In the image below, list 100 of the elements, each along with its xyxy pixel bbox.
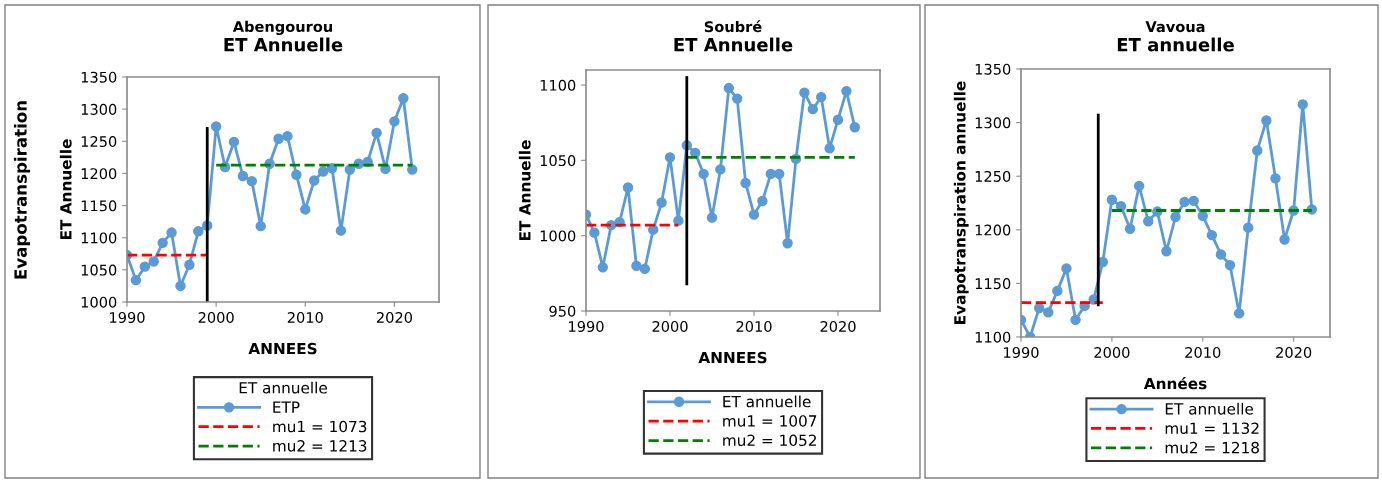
point	[166, 227, 177, 238]
text: Evapotranspiration	[13, 101, 31, 279]
point	[1297, 99, 1308, 110]
point	[656, 197, 667, 208]
x-tick-label: 2000	[652, 320, 688, 333]
point	[273, 133, 284, 144]
point	[1179, 196, 1190, 208]
chart-subtitle: Soubré	[704, 20, 762, 33]
x-axis-title: ANNEES	[248, 342, 317, 355]
point	[1070, 314, 1081, 326]
x-tick-label: 2010	[287, 311, 323, 324]
chart-subtitle: Vavoua	[1145, 21, 1205, 33]
point	[228, 136, 240, 148]
point	[335, 225, 347, 236]
point	[175, 280, 186, 292]
x-tick-label: 2020	[376, 311, 413, 324]
point	[832, 114, 844, 125]
legend-label: mu2 = 1213	[273, 440, 367, 452]
point	[282, 130, 293, 142]
point	[815, 91, 827, 103]
x-tick-label: 2020	[820, 320, 856, 333]
y-tick-label: 1200	[81, 168, 117, 180]
x-tick-label: 2020	[1276, 346, 1312, 359]
point	[757, 195, 768, 207]
point	[1206, 229, 1218, 241]
y-tick-label: 1150	[975, 278, 1011, 290]
legend-label: ETP	[273, 401, 300, 413]
y-tick-label: 1000	[81, 296, 117, 308]
point	[389, 116, 400, 127]
y-tick-label: 950	[549, 305, 576, 317]
point	[1161, 246, 1172, 257]
x-tick-label: 1990	[110, 311, 145, 324]
legend-label: mu2 = 1218	[1165, 441, 1259, 454]
x-tick-label: 2010	[1185, 346, 1221, 359]
point	[807, 103, 819, 115]
chart-title: ET Annuelle	[674, 37, 793, 52]
point	[210, 121, 222, 132]
point	[344, 164, 356, 175]
point	[715, 164, 726, 175]
point	[317, 166, 329, 177]
y-axis-title: ET Annuelle	[518, 140, 531, 241]
y-axis-title: ET Annuelle	[59, 139, 72, 240]
y-tick-label: 1350	[81, 71, 117, 83]
y-tick-label: 1000	[540, 230, 576, 242]
point	[398, 93, 409, 104]
point	[1188, 195, 1199, 207]
x-axis-title: ANNEES	[698, 351, 767, 364]
legend-label: ET annuelle	[1165, 402, 1254, 415]
point	[782, 238, 793, 249]
point	[130, 274, 142, 286]
point	[326, 163, 338, 174]
point	[849, 122, 861, 133]
point	[157, 237, 168, 249]
point	[841, 85, 852, 97]
point	[1233, 308, 1245, 319]
y-tick-label: 1050	[81, 264, 117, 276]
x-tick-label: 1990	[569, 320, 604, 333]
point	[371, 127, 382, 139]
y-tick-label: 1100	[975, 331, 1011, 343]
x-tick-label: 2000	[1094, 346, 1130, 359]
point	[139, 261, 151, 272]
y-tick-label: 1300	[81, 103, 117, 115]
point	[1242, 222, 1254, 233]
legend-label: mu2 = 1052	[723, 434, 816, 447]
point	[748, 209, 760, 220]
x-tick-label: 1990	[1004, 346, 1039, 359]
legend-label: mu1 = 1132	[1165, 422, 1259, 435]
y-tick-label: 1250	[81, 136, 117, 148]
y-axis-title: Evapotranspiration annuelle	[953, 81, 969, 324]
y-tick-label: 1300	[975, 117, 1011, 129]
point	[255, 220, 266, 232]
legend-label: mu1 = 1073	[273, 420, 367, 433]
y-tick-label: 1050	[540, 155, 576, 167]
point	[1252, 145, 1263, 156]
point	[698, 168, 709, 180]
y-tick-label: 1100	[81, 232, 117, 244]
point	[407, 164, 418, 175]
point	[673, 215, 684, 226]
point	[799, 87, 810, 98]
point	[300, 204, 311, 215]
point	[1270, 173, 1281, 184]
point	[740, 177, 751, 189]
point	[731, 93, 743, 104]
point	[723, 82, 735, 94]
point	[1052, 285, 1063, 297]
x-tick-label: 2010	[736, 320, 772, 333]
point	[1279, 234, 1290, 245]
y-tick-label: 1250	[975, 170, 1011, 182]
point	[193, 226, 204, 237]
chart-subtitle: Abengourou	[232, 20, 332, 35]
point	[706, 212, 718, 223]
point	[1043, 307, 1054, 318]
point	[1143, 216, 1154, 227]
x-tick-label: 2000	[198, 311, 234, 324]
point	[184, 259, 195, 270]
point	[148, 256, 159, 267]
y-tick-label: 1350	[975, 63, 1011, 75]
chart-title: ET annuelle	[1117, 37, 1234, 52]
point	[1224, 259, 1236, 271]
point	[639, 263, 651, 275]
